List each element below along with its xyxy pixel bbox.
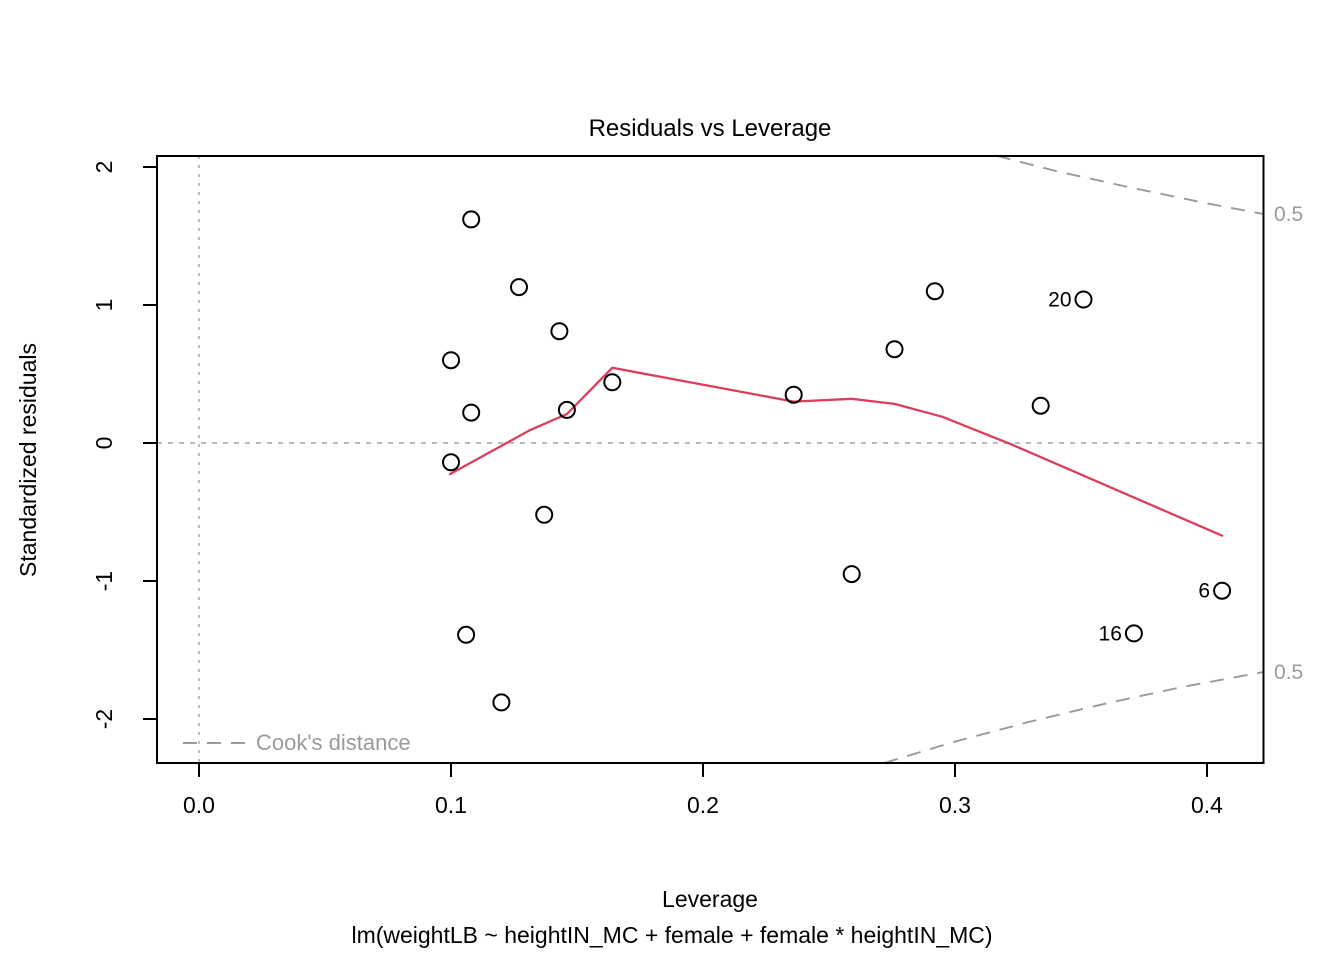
data-point (885, 340, 904, 359)
x-axis-tick-label: 0.2 (687, 792, 719, 818)
cooks-level-label-lower: 0.5 (1274, 661, 1304, 684)
data-point (603, 373, 622, 392)
model-caption: lm(weightLB ~ heightIN_MC + female + fem… (351, 922, 993, 948)
point-id-label: 20 (1048, 289, 1071, 312)
data-point (925, 282, 944, 301)
x-axis-label: Leverage (662, 886, 758, 912)
y-axis-label: Standardized residuals (15, 343, 41, 577)
data-point (442, 453, 460, 472)
data-point (492, 693, 511, 712)
smoother-line (448, 366, 1224, 537)
data-point (442, 351, 460, 370)
cooks-distance-legend-label: Cook's distance (256, 730, 411, 755)
point-id-label: 16 (1099, 622, 1122, 645)
x-axis-tick-label: 0.1 (435, 792, 467, 818)
x-axis-tick-label: 0.4 (1191, 792, 1223, 818)
plot-border (156, 155, 1265, 764)
data-point (510, 278, 528, 297)
data-point (462, 403, 481, 422)
y-axis-tick-label: -2 (91, 709, 117, 729)
cooks-contour-lower (883, 671, 1264, 764)
data-point (557, 400, 576, 419)
data-point (1213, 581, 1232, 600)
data-point (842, 565, 861, 584)
cooks-level-label-upper: 0.5 (1274, 203, 1304, 226)
cooks-contour-upper (996, 154, 1264, 215)
data-point (784, 385, 803, 404)
data-point (462, 210, 481, 229)
y-axis-tick-label: -1 (91, 571, 117, 591)
y-axis-tick-label: 2 (91, 161, 117, 174)
data-point (1031, 396, 1050, 415)
data-point (535, 505, 554, 524)
data-point (1074, 290, 1093, 309)
x-axis-tick-label: 0.3 (939, 792, 971, 818)
point-id-label: 6 (1198, 580, 1210, 603)
y-axis-tick-label: 0 (91, 437, 117, 450)
data-point (550, 322, 569, 341)
chart-title: Residuals vs Leverage (588, 115, 832, 142)
data-point (457, 625, 476, 644)
x-axis-tick-label: 0.0 (183, 792, 215, 818)
data-point (1124, 624, 1143, 643)
y-axis-tick-label: 1 (91, 299, 117, 312)
